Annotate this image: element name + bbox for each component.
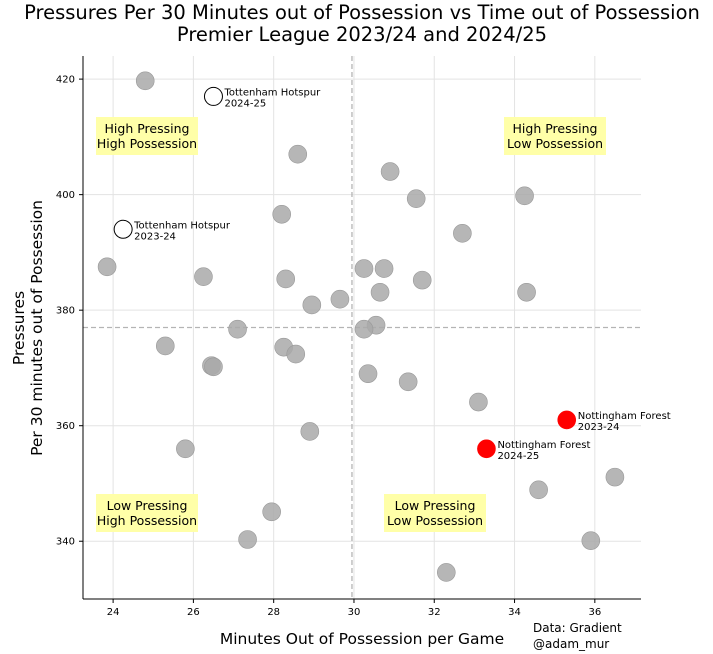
point-other: [374, 259, 394, 278]
y-tick-label: 420: [56, 75, 75, 86]
point-other: [469, 392, 488, 412]
point-other: [412, 270, 432, 290]
point-other: [238, 530, 257, 549]
source-credit-line1: Data: Gradient: [533, 621, 622, 635]
point-label-team: Tottenham Hotspur: [223, 87, 321, 98]
point-label-season: 2024-25: [497, 451, 539, 462]
point-other: [517, 282, 536, 302]
quadrant-label-bottom-left-line2: High Possession: [97, 513, 197, 528]
data-points: [97, 71, 625, 582]
point-label-team: Nottingham Forest: [497, 440, 590, 451]
point-other: [272, 204, 292, 224]
point-other: [330, 289, 350, 309]
point-other: [288, 144, 308, 164]
point-other: [286, 344, 306, 364]
point-other: [380, 162, 400, 181]
quadrant-label-top-right-line1: High Pressing: [513, 121, 598, 136]
x-tick-label: 34: [508, 607, 521, 618]
quadrant-label-bottom-left-line1: Low Pressing: [107, 498, 188, 513]
point-label-team: Nottingham Forest: [578, 411, 671, 422]
point-nottingham-forest: [477, 439, 496, 459]
point-nottingham-forest: [557, 410, 577, 430]
point-other: [354, 319, 374, 339]
y-tick-label: 340: [56, 537, 75, 548]
point-other: [605, 467, 625, 487]
point-other: [155, 336, 175, 356]
chart-title-line1: Pressures Per 30 Minutes out of Possessi…: [24, 1, 700, 24]
mean-lines: [83, 56, 641, 599]
point-other: [529, 480, 548, 500]
x-tick-label: 36: [588, 607, 601, 618]
tick-labels: 24 26 28 30 32 34 36 340 360 380 400 420: [56, 75, 601, 618]
x-tick-label: 26: [187, 607, 200, 618]
source-credit-line2: @adam_mur: [533, 637, 609, 651]
quadrant-box-top-left: [96, 117, 198, 155]
y-axis-label-line2: Per 30 minutes out of Possession: [28, 200, 46, 456]
point-other: [358, 364, 378, 384]
y-tick-label: 400: [56, 190, 75, 201]
point-other: [97, 257, 117, 277]
x-axis-label: Minutes Out of Possession per Game: [220, 630, 504, 648]
point-other: [370, 282, 390, 302]
point-other: [515, 186, 534, 206]
point-other: [262, 502, 281, 522]
point-other: [176, 439, 195, 459]
point-tottenham-hotspur: [203, 86, 223, 106]
quadrant-label-bottom-right-line1: Low Pressing: [395, 498, 476, 513]
y-axis-label-line1: Pressures: [10, 291, 28, 365]
quadrant-label-top-left-line1: High Pressing: [105, 121, 190, 136]
quadrant-box-bottom-left: [96, 494, 198, 532]
point-other: [194, 267, 213, 286]
point-label-season: 2024-25: [224, 98, 266, 109]
point-other: [135, 71, 155, 91]
quadrant-box-bottom-right: [384, 494, 486, 532]
point-other: [437, 563, 456, 582]
y-tick-label: 380: [56, 306, 75, 317]
point-other: [300, 422, 320, 441]
point-tottenham-hotspur: [113, 219, 133, 239]
point-other: [453, 224, 472, 243]
point-label-season: 2023-24: [578, 422, 620, 433]
quadrant-label-top-right-line2: Low Possession: [507, 136, 603, 151]
point-other: [302, 295, 322, 315]
point-other: [398, 372, 418, 392]
point-other: [204, 357, 223, 377]
axes: [82, 56, 641, 600]
point-other: [406, 189, 426, 208]
point-other: [228, 319, 247, 339]
quadrant-box-top-right: [504, 117, 606, 155]
x-tick-label: 32: [428, 607, 441, 618]
point-other: [354, 259, 374, 278]
point-other: [276, 269, 296, 289]
x-tick-label: 30: [348, 607, 361, 618]
y-tick-label: 360: [56, 421, 75, 432]
point-label-team: Tottenham Hotspur: [133, 220, 231, 231]
chart-title-line2: Premier League 2023/24 and 2024/25: [177, 23, 547, 46]
quadrant-label-bottom-right-line2: Low Possession: [387, 513, 483, 528]
x-tick-label: 24: [107, 607, 120, 618]
point-label-season: 2023-24: [134, 231, 176, 242]
point-other: [581, 531, 601, 550]
x-tick-label: 28: [267, 607, 280, 618]
quadrant-label-top-left-line2: High Possession: [97, 136, 197, 151]
